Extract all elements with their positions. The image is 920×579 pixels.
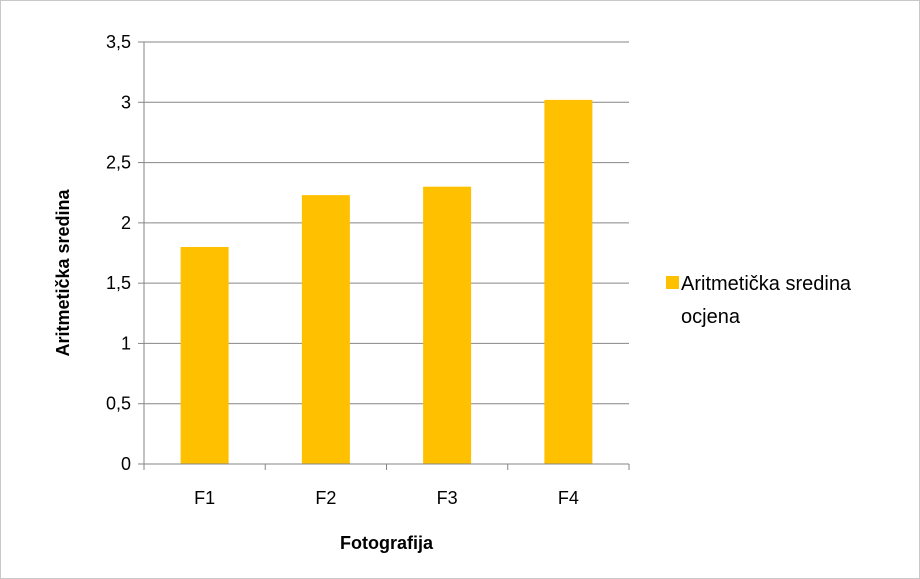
bars xyxy=(180,99,593,465)
y-tick-label: 2,5 xyxy=(106,153,131,173)
bar-f1 xyxy=(180,246,229,464)
legend: Aritmetička sredina ocjena xyxy=(666,273,852,328)
y-tick-label: 3,5 xyxy=(106,32,131,52)
y-tick-label: 2 xyxy=(121,213,131,233)
x-tick-label: F3 xyxy=(437,488,458,508)
x-tick-label: F2 xyxy=(315,488,336,508)
y-axis-title: Aritmetička sredina xyxy=(53,188,73,356)
y-tick-label: 1,5 xyxy=(106,273,131,293)
x-tick-labels: F1 F2 F3 F4 xyxy=(194,488,579,508)
y-tick-label: 0 xyxy=(121,454,131,474)
legend-label-line-2: ocjena xyxy=(681,306,741,328)
y-tick-labels: 0 0,5 1 1,5 2 2,5 3 3,5 xyxy=(106,32,144,474)
y-tick-label: 3 xyxy=(121,92,131,112)
y-tick-label: 0,5 xyxy=(106,394,131,414)
bar-f4 xyxy=(544,99,593,465)
legend-label-line-1: Aritmetička sredina xyxy=(681,273,852,295)
bar-f3 xyxy=(423,186,472,464)
x-tick-label: F1 xyxy=(194,488,215,508)
x-tick-label: F4 xyxy=(558,488,579,508)
x-axis-title: Fotografija xyxy=(340,533,434,553)
legend-swatch xyxy=(666,276,679,289)
y-tick-label: 1 xyxy=(121,333,131,353)
axes xyxy=(143,42,630,470)
bar-f2 xyxy=(301,195,350,464)
